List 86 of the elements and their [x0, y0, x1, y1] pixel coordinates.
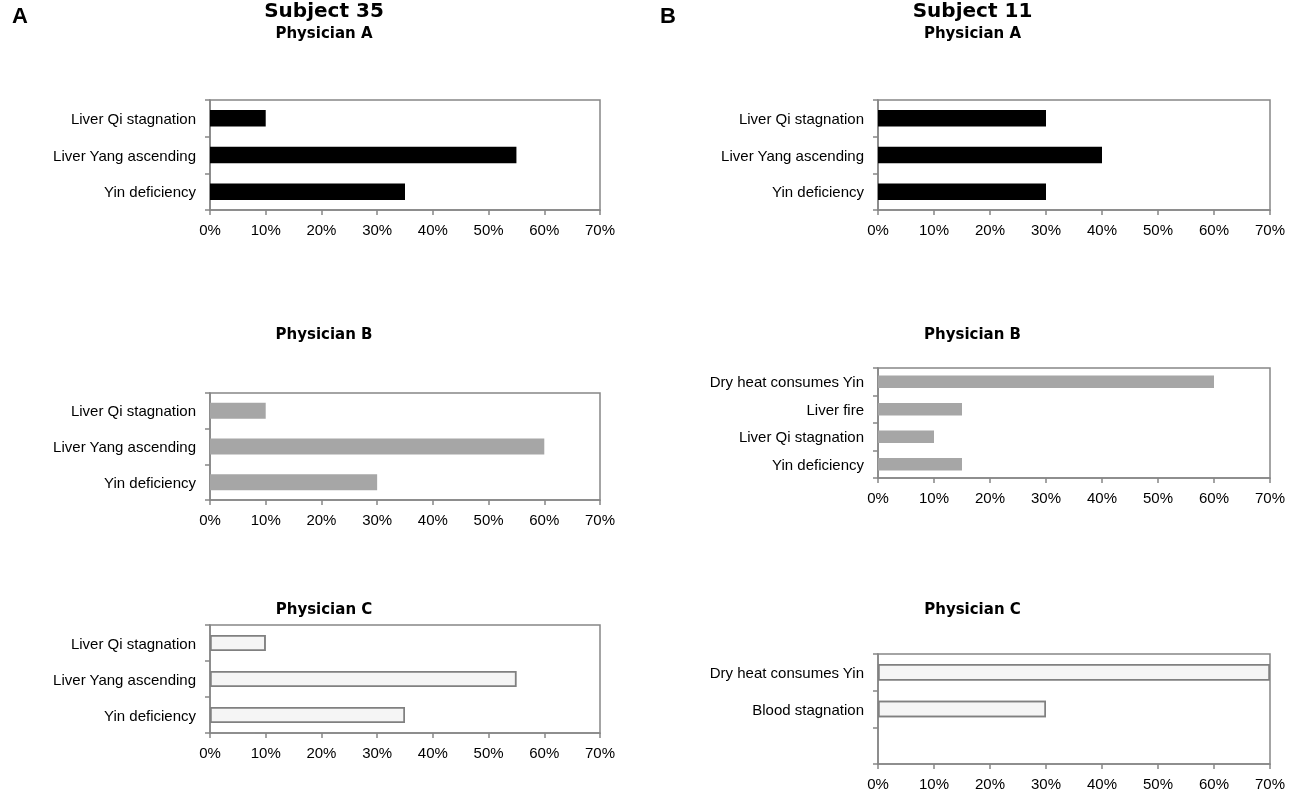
y-tick-label: Liver Yang ascending: [53, 438, 196, 455]
y-tick-label: Liver Yang ascending: [721, 146, 864, 164]
x-tick-label: 70%: [584, 511, 616, 528]
chart-title: Physician A: [923, 23, 1022, 42]
y-tick-label: Liver Qi stagnation: [70, 634, 196, 652]
x-tick-label: 60%: [1198, 489, 1230, 506]
x-tick-label: 20%: [974, 221, 1006, 238]
y-tick-label: Yin deficiency: [104, 183, 197, 201]
chart-title: Physician A: [275, 23, 373, 42]
x-tick-label: 0%: [867, 489, 889, 506]
x-tick-label: 60%: [1198, 775, 1230, 792]
x-tick-label: 20%: [974, 775, 1006, 792]
x-tick-label: 0%: [199, 744, 221, 761]
x-tick-label: 0%: [199, 221, 221, 238]
bar: [210, 183, 405, 200]
y-tick-label: Liver Qi stagnation: [70, 109, 196, 127]
bar: [210, 402, 266, 419]
y-tick-label: Yin deficiency: [772, 455, 865, 473]
y-tick-label: Liver Qi stagnation: [738, 428, 864, 446]
text: Subject 11: [912, 0, 1033, 22]
x-tick-label: 30%: [1030, 221, 1062, 238]
x-tick-label: 70%: [1254, 221, 1286, 238]
x-tick-label: 30%: [1030, 775, 1062, 792]
x-tick-label: 40%: [1086, 775, 1118, 792]
x-tick-label: 60%: [1198, 221, 1230, 238]
bar: [210, 146, 517, 164]
x-tick-label: 20%: [974, 489, 1006, 506]
x-tick-label: 60%: [529, 221, 560, 238]
x-tick-label: 70%: [584, 744, 616, 761]
y-tick-label: Blood stagnation: [752, 700, 864, 718]
chart-title: Physician B: [923, 324, 1022, 343]
chart-title: Physician C: [275, 599, 373, 618]
x-tick-label: 30%: [1030, 489, 1062, 506]
chart-title: Physician C: [924, 599, 1021, 618]
x-tick-label: 40%: [417, 221, 448, 238]
x-tick-label: 20%: [306, 511, 337, 528]
x-tick-label: 10%: [918, 221, 950, 238]
x-tick-label: 20%: [306, 221, 337, 238]
x-tick-label: 40%: [1086, 221, 1118, 238]
x-tick-label: 0%: [199, 511, 221, 528]
x-tick-label: 60%: [529, 744, 560, 761]
x-tick-label: 60%: [529, 511, 560, 528]
chart-title: Physician B: [275, 324, 373, 343]
y-tick-label: Liver fire: [806, 400, 864, 418]
bar: [210, 438, 545, 455]
y-tick-label: Yin deficiency: [104, 473, 197, 491]
x-tick-label: 70%: [584, 221, 616, 238]
y-tick-label: Liver Qi stagnation: [70, 402, 196, 420]
x-tick-label: 50%: [473, 744, 504, 761]
x-tick-label: 50%: [1142, 221, 1174, 238]
x-tick-label: 40%: [417, 511, 448, 528]
x-tick-label: 20%: [306, 744, 337, 761]
x-tick-label: 30%: [362, 221, 393, 238]
x-tick-label: 30%: [362, 511, 393, 528]
text: A: [12, 2, 28, 28]
y-tick-label: Dry heat consumes Yin: [709, 373, 864, 391]
x-tick-label: 50%: [473, 221, 504, 238]
x-tick-label: 10%: [918, 489, 950, 506]
x-tick-label: 10%: [250, 511, 281, 528]
bar: [210, 110, 266, 127]
y-tick-label: Yin deficiency: [104, 706, 197, 724]
text: Subject 35: [264, 0, 384, 22]
x-tick-label: 10%: [250, 221, 281, 238]
bar: [878, 375, 1214, 388]
x-tick-label: 10%: [918, 775, 950, 792]
y-tick-label: Liver Yang ascending: [53, 146, 196, 164]
x-tick-label: 0%: [867, 221, 889, 238]
x-tick-label: 40%: [1086, 489, 1118, 506]
y-tick-label: Liver Qi stagnation: [738, 109, 864, 127]
x-tick-label: 70%: [1254, 489, 1286, 506]
bar: [878, 430, 934, 443]
x-tick-label: 30%: [362, 744, 393, 761]
x-tick-label: 10%: [250, 744, 281, 761]
bar: [210, 474, 378, 491]
y-tick-label: Yin deficiency: [772, 183, 865, 201]
text: B: [660, 2, 676, 28]
x-tick-label: 70%: [1254, 775, 1286, 792]
x-tick-label: 50%: [473, 511, 504, 528]
x-tick-label: 40%: [417, 744, 448, 761]
x-tick-label: 0%: [867, 775, 889, 792]
y-tick-label: Dry heat consumes Yin: [709, 663, 864, 681]
x-tick-label: 50%: [1142, 775, 1174, 792]
bar: [878, 403, 962, 416]
bar: [878, 458, 962, 471]
y-tick-label: Liver Yang ascending: [53, 670, 196, 688]
x-tick-label: 50%: [1142, 489, 1174, 506]
